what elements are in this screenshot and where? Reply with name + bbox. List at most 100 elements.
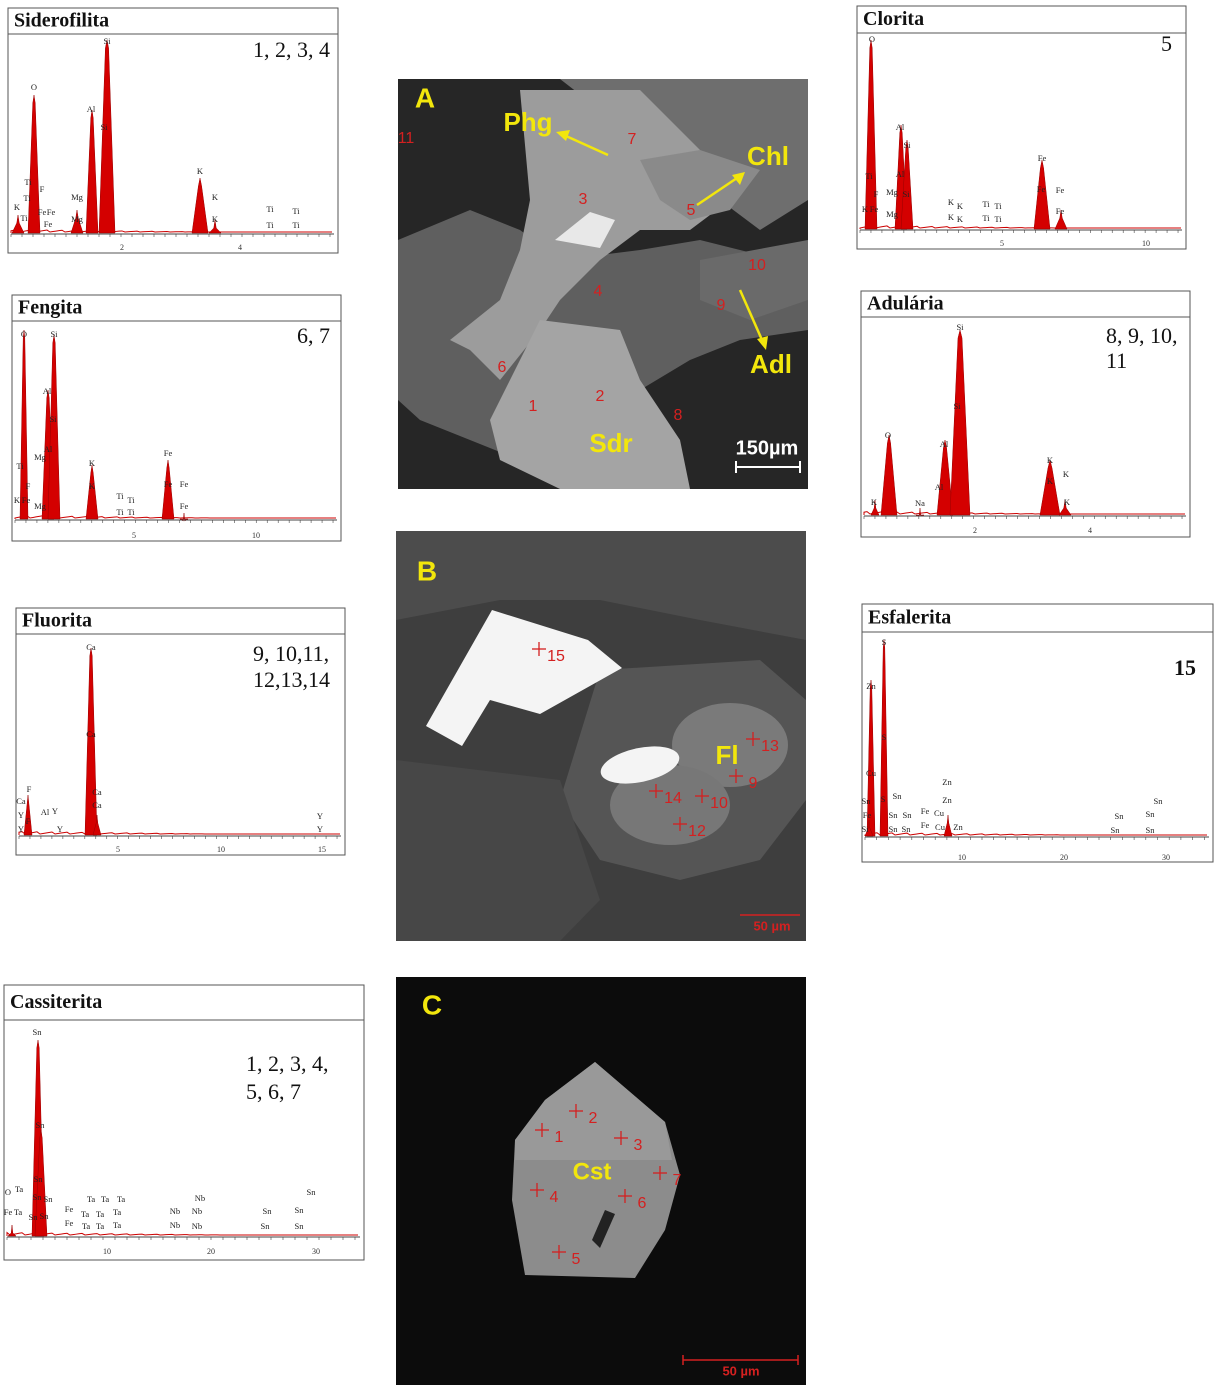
point-number: 14 bbox=[664, 790, 682, 807]
element-label: O bbox=[869, 34, 875, 44]
analysis-points: 1, 2, 3, 4 bbox=[253, 37, 330, 62]
element-label: Sn bbox=[902, 824, 912, 834]
element-label: Cu bbox=[934, 808, 945, 818]
element-label: K bbox=[871, 497, 878, 507]
element-label: Sn bbox=[1111, 825, 1121, 835]
element-label: K bbox=[1063, 469, 1070, 479]
element-label: Nb bbox=[192, 1221, 202, 1231]
element-label: Si bbox=[953, 401, 961, 411]
spectrum-title: Fengita bbox=[18, 297, 82, 319]
element-label: Nb bbox=[192, 1206, 202, 1216]
element-label: Cu bbox=[935, 822, 946, 832]
element-label: Mg bbox=[34, 501, 47, 511]
panel-label: A bbox=[415, 82, 435, 113]
element-label: Sn bbox=[40, 1211, 50, 1221]
element-label: Nb bbox=[170, 1206, 180, 1216]
x-tick-label: 4 bbox=[1088, 526, 1092, 535]
x-tick-label: 2 bbox=[120, 243, 124, 252]
element-label: Ta bbox=[113, 1220, 122, 1230]
element-label: Sn bbox=[44, 1194, 54, 1204]
element-label: Sn bbox=[1154, 796, 1164, 806]
analysis-points: 5, 6, 7 bbox=[246, 1079, 301, 1104]
element-label: Sn bbox=[36, 1120, 46, 1130]
element-label: Al bbox=[41, 807, 50, 817]
element-label: K bbox=[89, 481, 96, 491]
element-label: Fe bbox=[180, 501, 189, 511]
analysis-points: 12,13,14 bbox=[253, 667, 330, 692]
element-label: K bbox=[1047, 455, 1054, 465]
element-label: Zn bbox=[942, 777, 952, 787]
spectrum-panel: Cassiterita102030SnSnSnOTaSnSnFeTaSnSnFe… bbox=[4, 985, 364, 1260]
element-label: Fe bbox=[65, 1218, 74, 1228]
element-label: K bbox=[1047, 476, 1054, 486]
element-label: Al bbox=[896, 169, 905, 179]
element-label: Ti bbox=[994, 201, 1002, 211]
point-number: 11 bbox=[398, 130, 415, 147]
element-label: Sn bbox=[34, 1174, 44, 1184]
element-label: Ti bbox=[994, 214, 1002, 224]
element-label: Y bbox=[317, 824, 323, 834]
element-label: Ca bbox=[92, 787, 102, 797]
point-number: 4 bbox=[550, 1189, 559, 1206]
element-label: Ti bbox=[292, 220, 300, 230]
analysis-points: 6, 7 bbox=[297, 323, 330, 348]
element-label: Fe bbox=[164, 448, 173, 458]
element-label: Sn bbox=[1146, 809, 1156, 819]
element-label: Ti bbox=[116, 491, 124, 501]
element-label: Ca bbox=[86, 729, 96, 739]
point-number: 1 bbox=[529, 398, 538, 415]
point-number: 7 bbox=[628, 131, 637, 148]
point-number: 3 bbox=[634, 1137, 643, 1154]
x-tick-label: 15 bbox=[318, 845, 326, 854]
spectrum-title: Cassiterita bbox=[10, 991, 102, 1013]
element-label: Si bbox=[49, 414, 57, 424]
element-label: Mg bbox=[886, 187, 899, 197]
element-label: Si bbox=[956, 322, 964, 332]
element-label: F bbox=[26, 481, 31, 491]
element-label: Fe bbox=[47, 207, 56, 217]
element-label: K bbox=[197, 166, 204, 176]
element-label: Sn bbox=[893, 791, 903, 801]
page: EDS spectra and BSE images html, body { … bbox=[0, 0, 1214, 1385]
element-label: Sn bbox=[1146, 825, 1156, 835]
element-label: O bbox=[885, 430, 891, 440]
panel-frame bbox=[862, 604, 1213, 862]
point-number: 9 bbox=[717, 297, 726, 314]
element-label: O bbox=[31, 82, 37, 92]
element-label: Nb bbox=[195, 1193, 205, 1203]
element-label: Ca bbox=[16, 796, 26, 806]
element-label: O bbox=[5, 1187, 11, 1197]
body: {"spectra": [ {"title": "Siderofilita", … bbox=[0, 0, 1214, 1385]
element-label: Zn bbox=[866, 681, 876, 691]
panel-label: B bbox=[417, 555, 437, 586]
element-label: Ca bbox=[92, 800, 102, 810]
phase-label: Phg bbox=[503, 107, 552, 137]
element-label: Ti bbox=[20, 213, 28, 223]
phase-label: Fl bbox=[715, 740, 738, 770]
analysis-points: 8, 9, 10, bbox=[1106, 323, 1178, 348]
element-label: Al bbox=[43, 386, 52, 396]
element-label: Sn bbox=[862, 796, 872, 806]
element-label: Si bbox=[861, 824, 869, 834]
point-number: 5 bbox=[572, 1251, 581, 1268]
element-label: Fe bbox=[1056, 185, 1065, 195]
element-label: Y bbox=[317, 811, 323, 821]
spectrum-title: Esfalerita bbox=[868, 607, 951, 629]
x-tick-label: 5 bbox=[1000, 239, 1004, 248]
element-label: Sn bbox=[903, 810, 913, 820]
element-label: Sn bbox=[295, 1205, 305, 1215]
element-label: K bbox=[89, 458, 96, 468]
panel-label: C bbox=[422, 989, 442, 1020]
element-label: Nb bbox=[170, 1220, 180, 1230]
panel-frame bbox=[12, 295, 341, 541]
element-label: Ti bbox=[865, 171, 873, 181]
element-label: Ta bbox=[113, 1207, 122, 1217]
element-label: Ti bbox=[982, 213, 990, 223]
x-tick-label: 5 bbox=[132, 531, 136, 540]
image-b bbox=[396, 531, 806, 941]
element-label: Y bbox=[18, 810, 24, 820]
element-label: Fe bbox=[65, 1204, 74, 1214]
point-number: 2 bbox=[596, 388, 605, 405]
element-label: Mg bbox=[71, 214, 84, 224]
element-label: O bbox=[21, 329, 27, 339]
